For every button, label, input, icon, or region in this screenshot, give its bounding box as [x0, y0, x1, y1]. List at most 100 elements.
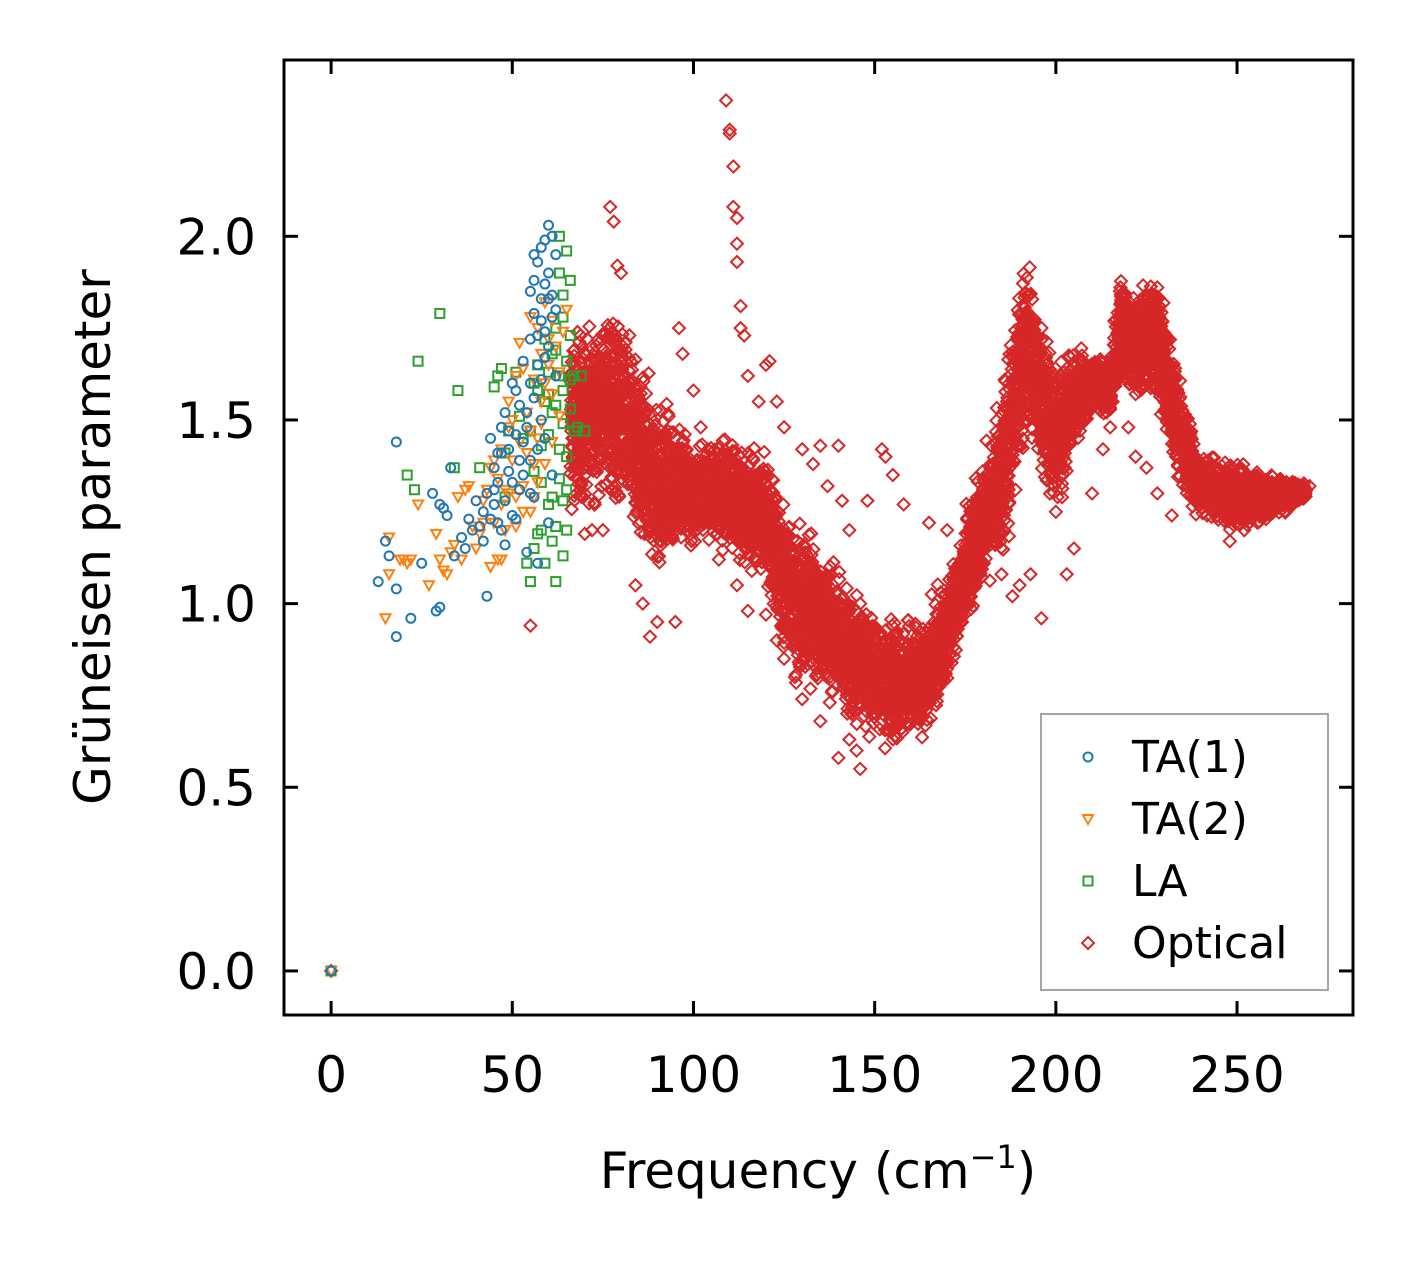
optical-point: [964, 569, 980, 585]
optical-point: [893, 664, 909, 679]
optical-point: [779, 557, 795, 573]
optical-point: [800, 588, 816, 604]
optical-point: [777, 526, 793, 541]
optical-point: [856, 649, 872, 665]
optical-point: [571, 471, 587, 487]
optical-point: [621, 441, 637, 457]
optical-point: [655, 476, 671, 492]
optical-point: [873, 685, 889, 701]
optical-point: [781, 520, 797, 536]
optical-point: [687, 533, 703, 549]
optical-point: [888, 712, 904, 728]
optical-point: [776, 635, 792, 651]
optical-point: [661, 509, 677, 524]
optical-point: [632, 408, 648, 424]
optical-point: [1003, 412, 1018, 428]
optical-point: [921, 668, 937, 684]
optical-point: [596, 382, 612, 398]
optical-point: [756, 444, 772, 460]
optical-point: [855, 623, 870, 639]
optical-point: [581, 319, 597, 334]
optical-point: [652, 554, 667, 570]
optical-point: [598, 325, 614, 341]
optical-point: [958, 496, 974, 512]
optical-point: [579, 393, 595, 409]
optical-point: [615, 351, 631, 367]
optical-point: [727, 443, 743, 459]
optical-point: [765, 569, 781, 585]
optical-point: [587, 497, 602, 513]
optical-point: [894, 721, 910, 736]
optical-point: [704, 493, 720, 509]
optical-point: [708, 476, 724, 492]
optical-point: [1003, 444, 1019, 460]
optical-point: [777, 535, 793, 551]
optical-point: [637, 405, 652, 421]
optical-point: [566, 386, 582, 401]
optical-point: [970, 545, 986, 561]
optical-point: [746, 509, 762, 524]
optical-point: [710, 507, 726, 523]
optical-point: [834, 635, 849, 651]
optical-point: [798, 575, 814, 590]
optical-point: [616, 430, 632, 446]
optical-point: [1000, 468, 1015, 484]
optical-point: [1017, 300, 1033, 315]
optical-point: [677, 492, 692, 508]
optical-point: [930, 577, 946, 592]
optical-point: [600, 369, 616, 385]
scatter-data-layer: [323, 92, 1317, 979]
optical-point: [741, 524, 757, 540]
optical-point: [768, 510, 784, 526]
optical-point: [723, 483, 739, 499]
optical-point: [618, 342, 634, 358]
optical-point: [867, 622, 883, 638]
optical-point: [1030, 330, 1046, 346]
optical-point: [692, 438, 708, 454]
optical-point: [943, 637, 959, 652]
optical-point: [958, 525, 974, 541]
optical-point: [710, 451, 726, 467]
optical-point: [850, 614, 865, 629]
optical-point: [873, 624, 888, 640]
optical-point: [760, 516, 775, 532]
optical-point: [888, 624, 904, 640]
optical-point: [867, 694, 883, 710]
optical-point: [724, 540, 740, 556]
optical-point: [802, 630, 818, 646]
optical-point: [976, 480, 991, 496]
optical-point: [995, 542, 1011, 557]
optical-point: [941, 600, 957, 616]
optical-point: [641, 365, 657, 381]
optical-point: [980, 478, 996, 494]
optical-point: [907, 616, 923, 632]
optical-point: [631, 393, 647, 409]
optical-point: [633, 386, 649, 401]
optical-point: [634, 486, 650, 502]
optical-point: [909, 682, 925, 698]
optical-point: [741, 483, 757, 498]
optical-point: [574, 350, 590, 366]
optical-point: [948, 642, 964, 658]
optical-point: [814, 582, 830, 598]
optical-point: [867, 676, 883, 692]
optical-point: [854, 662, 869, 678]
optical-point: [818, 605, 834, 620]
optical-point: [944, 625, 960, 641]
optical-point: [784, 599, 799, 614]
optical-point: [785, 531, 801, 547]
optical-point: [634, 421, 649, 437]
optical-point: [919, 712, 935, 728]
optical-point: [758, 484, 774, 500]
optical-point: [1015, 440, 1031, 456]
optical-point: [582, 356, 598, 372]
optical-point: [983, 461, 999, 476]
optical-point: [872, 716, 888, 732]
optical-point: [577, 486, 593, 502]
optical-point: [804, 577, 820, 593]
optical-point: [618, 457, 634, 473]
optical-point: [857, 664, 873, 680]
optical-point: [581, 364, 597, 380]
optical-point: [596, 449, 612, 465]
optical-point: [643, 476, 659, 491]
